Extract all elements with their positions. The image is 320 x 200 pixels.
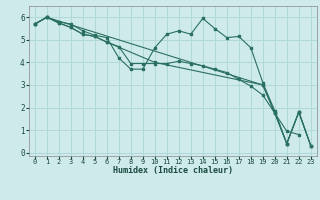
X-axis label: Humidex (Indice chaleur): Humidex (Indice chaleur) bbox=[113, 166, 233, 175]
